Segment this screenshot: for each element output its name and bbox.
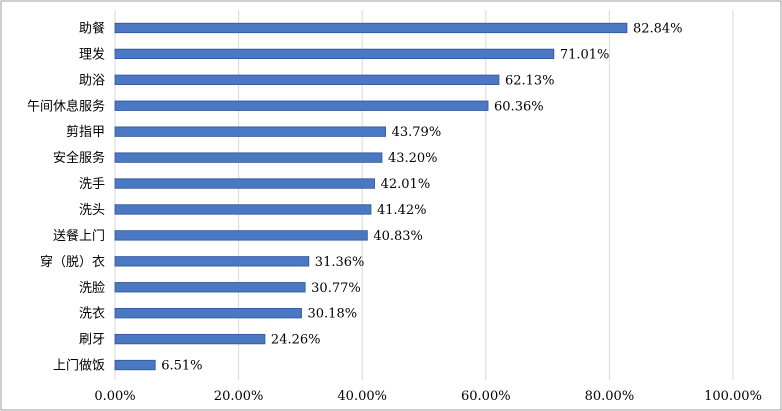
- x-tick-label: 100.00%: [704, 389, 762, 404]
- value-label: 30.77%: [311, 281, 361, 296]
- value-label: 41.42%: [377, 203, 427, 218]
- bar: [114, 333, 266, 345]
- category-label: 洗头: [79, 203, 105, 218]
- value-labels: 82.84% 71.01% 62.13% 60.36% 43.79% 43.20% 42.0…: [161, 21, 682, 373]
- bar: [114, 100, 489, 111]
- bar: [114, 256, 310, 267]
- bar: [114, 230, 368, 241]
- value-label: 43.79%: [392, 125, 442, 140]
- category-label: 送餐上门: [53, 228, 105, 244]
- gridlines: [114, 10, 734, 380]
- bar: [114, 74, 500, 85]
- x-tick-label: 0.00%: [94, 389, 135, 404]
- category-label: 理发: [79, 46, 105, 62]
- x-tick-label: 60.00%: [461, 389, 511, 404]
- value-label: 62.13%: [505, 73, 555, 88]
- x-tick-label: 20.00%: [214, 389, 264, 404]
- value-label: 24.26%: [271, 333, 321, 348]
- x-axis-tick-labels: 0.00% 20.00% 40.00% 60.00% 80.00% 100.00%: [94, 389, 762, 404]
- category-label: 刷牙: [79, 333, 105, 348]
- category-label: 安全服务: [53, 150, 105, 166]
- category-label: 剪指甲: [66, 124, 105, 140]
- value-label: 40.83%: [373, 229, 423, 244]
- bar: [114, 126, 387, 137]
- bar: [114, 22, 628, 34]
- category-labels: 助餐理发助浴午间休息服务剪指甲安全服务洗手洗头送餐上门穿（脱）衣洗脸洗衣刷牙上门…: [27, 20, 105, 373]
- bar: [114, 308, 302, 319]
- category-label: 洗手: [79, 177, 105, 192]
- bar: [114, 152, 383, 163]
- category-label: 助餐: [79, 20, 105, 36]
- bar: [114, 204, 372, 215]
- bar: [114, 282, 306, 293]
- value-label: 31.36%: [315, 255, 365, 270]
- value-label: 42.01%: [381, 177, 431, 192]
- category-label: 洗衣: [79, 306, 105, 322]
- bars: [114, 22, 628, 371]
- category-label: 洗脸: [79, 281, 105, 296]
- value-label: 60.36%: [494, 99, 544, 114]
- category-label: 助浴: [79, 73, 105, 88]
- bar: [114, 48, 555, 60]
- bar: [114, 359, 156, 371]
- category-label: 穿（脱）衣: [40, 254, 105, 270]
- bar: [114, 178, 376, 189]
- category-label: 午间休息服务: [27, 98, 105, 114]
- value-label: 71.01%: [560, 47, 610, 62]
- x-tick-label: 80.00%: [585, 389, 635, 404]
- value-label: 6.51%: [161, 359, 202, 374]
- value-label: 43.20%: [388, 151, 438, 166]
- value-label: 82.84%: [633, 21, 683, 36]
- value-label: 30.18%: [308, 307, 358, 322]
- x-tick-label: 40.00%: [337, 389, 387, 404]
- category-label: 上门做饭: [53, 359, 105, 374]
